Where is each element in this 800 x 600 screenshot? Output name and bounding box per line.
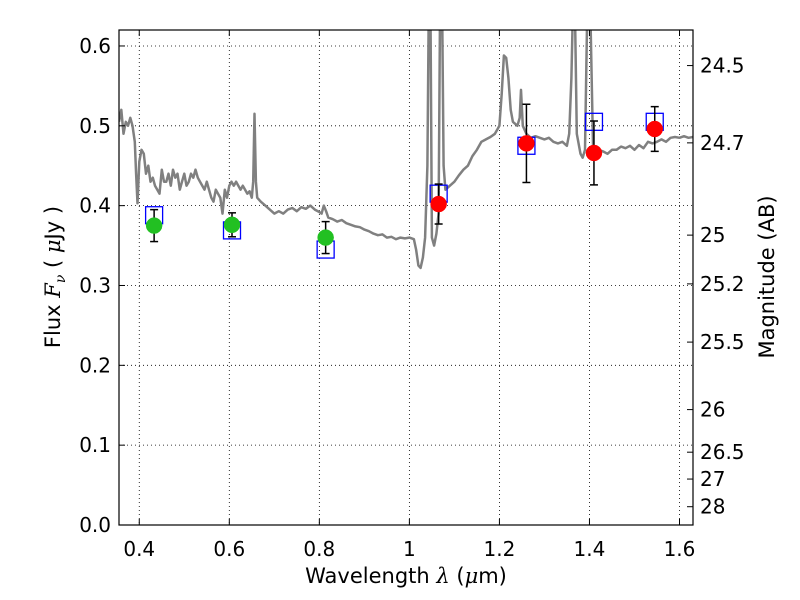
x-tick-label: 0.4: [123, 537, 155, 561]
x-tick-label: 1: [403, 537, 416, 561]
y-tick-label: 0.0: [79, 513, 111, 537]
observed-point: [145, 217, 163, 234]
mag-tick-label: 24.7: [700, 131, 745, 155]
plot-frame: [118, 29, 694, 526]
y-tick-label: 0.5: [79, 114, 111, 138]
axis-ticks: 0.4 0.6 0.8 1 1.2 1.4 1.6 0.0 0.1 0.2 0.3 0.4 0.5 0.6…: [79, 30, 745, 561]
x-axis-label: Wavelength λ (μm): [305, 564, 507, 588]
y-tick-label: 0.3: [79, 273, 111, 297]
x-tick-label: 1.6: [664, 537, 696, 561]
observed-photometry-layer: [145, 103, 663, 255]
y-tick-label: 0.6: [79, 34, 111, 58]
mag-tick-label: 26: [700, 398, 725, 422]
y2-axis-label: Magnitude (AB): [755, 195, 779, 358]
grid: [119, 30, 693, 525]
mag-tick-label: 25: [700, 223, 725, 247]
observed-point: [646, 120, 663, 138]
y-tick-label: 0.2: [79, 353, 111, 377]
mag-tick-label: 26.5: [700, 440, 745, 464]
mag-tick-label: 27: [700, 467, 725, 491]
y-tick-label: 0.4: [79, 194, 111, 218]
mag-tick-label: 25.5: [700, 330, 745, 354]
mag-tick-label: 25.2: [700, 272, 745, 296]
observed-point: [518, 135, 535, 152]
mag-tick-label: 24.5: [700, 54, 745, 78]
observed-point: [317, 229, 334, 246]
x-tick-label: 1.4: [574, 537, 606, 561]
x-tick-label: 0.6: [213, 537, 245, 561]
y-tick-label: 0.1: [79, 433, 111, 457]
observed-point: [585, 144, 603, 162]
model-spectrum-line: [119, 30, 693, 270]
x-tick-label: 0.8: [303, 537, 335, 561]
observed-point: [430, 195, 447, 213]
spectrum-layer: [119, 30, 693, 270]
mag-tick-label: 28: [700, 495, 725, 519]
x-tick-label: 1.2: [484, 537, 516, 561]
observed-point: [223, 216, 241, 234]
